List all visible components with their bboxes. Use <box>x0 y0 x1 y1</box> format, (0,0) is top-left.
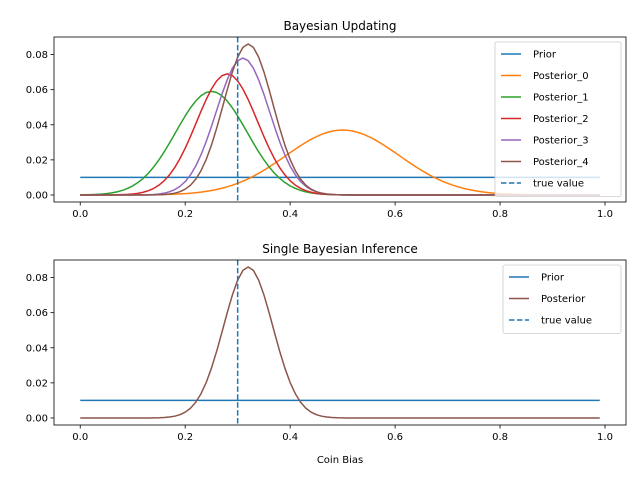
y-tick-label: 0.06 <box>26 85 48 96</box>
y-tick-label: 0.04 <box>26 120 48 131</box>
chart-1: 0.0 0.2 0.4 0.6 0.8 1.0 0.00 0.02 0.04 0.06 0.08 Ba… <box>26 19 627 220</box>
y-tick-label: 0.08 <box>26 50 48 61</box>
axes-frame <box>53 259 627 426</box>
x-tick-label: 0.4 <box>282 209 298 220</box>
y-tick-label: 0.00 <box>26 190 48 201</box>
legend-label: Posterior_1 <box>533 93 589 104</box>
legend-label: Prior <box>541 273 565 284</box>
y-tick-label: 0.02 <box>26 155 48 166</box>
legend-label-true-value: true value <box>533 179 584 190</box>
legend: Prior Posterior_0 Posterior_1 Posterior_2 Po… <box>494 41 622 197</box>
legend-label: Posterior_3 <box>533 136 589 147</box>
legend-label: Posterior <box>541 294 586 305</box>
x-tick-label: 0.2 <box>177 432 193 443</box>
y-tick-label: 0.06 <box>26 308 48 319</box>
legend-label: Posterior_2 <box>533 114 589 125</box>
y-tick-label: 0.08 <box>26 273 48 284</box>
y-tick-label: 0.00 <box>26 413 48 424</box>
x-tick-label: 0.4 <box>282 432 298 443</box>
x-tick-label: 1.0 <box>597 209 613 220</box>
x-tick-label: 0.8 <box>492 432 508 443</box>
y-tick-label: 0.04 <box>26 343 48 354</box>
y-tick-label: 0.02 <box>26 378 48 389</box>
x-tick-label: 0.0 <box>72 209 88 220</box>
legend: Prior Posterior true value <box>502 264 622 334</box>
axes-frame <box>53 36 627 203</box>
legend-box <box>502 264 622 334</box>
x-tick-label: 0.6 <box>387 432 403 443</box>
legend-box <box>494 41 622 197</box>
series-line-posterior <box>80 266 600 419</box>
chart-2: 0.0 0.2 0.4 0.6 0.8 1.0 0.00 0.02 0.04 0.06 0.08 Si… <box>26 242 627 466</box>
x-tick-label: 1.0 <box>597 432 613 443</box>
x-tick-label: 0.6 <box>387 209 403 220</box>
x-axis-label: Coin Bias <box>317 455 363 466</box>
chart-title: Single Bayesian Inference <box>262 242 418 256</box>
plot-area <box>80 266 600 419</box>
legend-label: Posterior_4 <box>533 157 589 168</box>
x-tick-label: 0.2 <box>177 209 193 220</box>
legend-label-true-value: true value <box>541 316 592 327</box>
x-tick-label: 0.0 <box>72 432 88 443</box>
legend-label: Prior <box>533 50 557 61</box>
chart-title: Bayesian Updating <box>283 19 396 33</box>
x-tick-label: 0.8 <box>492 209 508 220</box>
legend-label: Posterior_0 <box>533 71 589 82</box>
